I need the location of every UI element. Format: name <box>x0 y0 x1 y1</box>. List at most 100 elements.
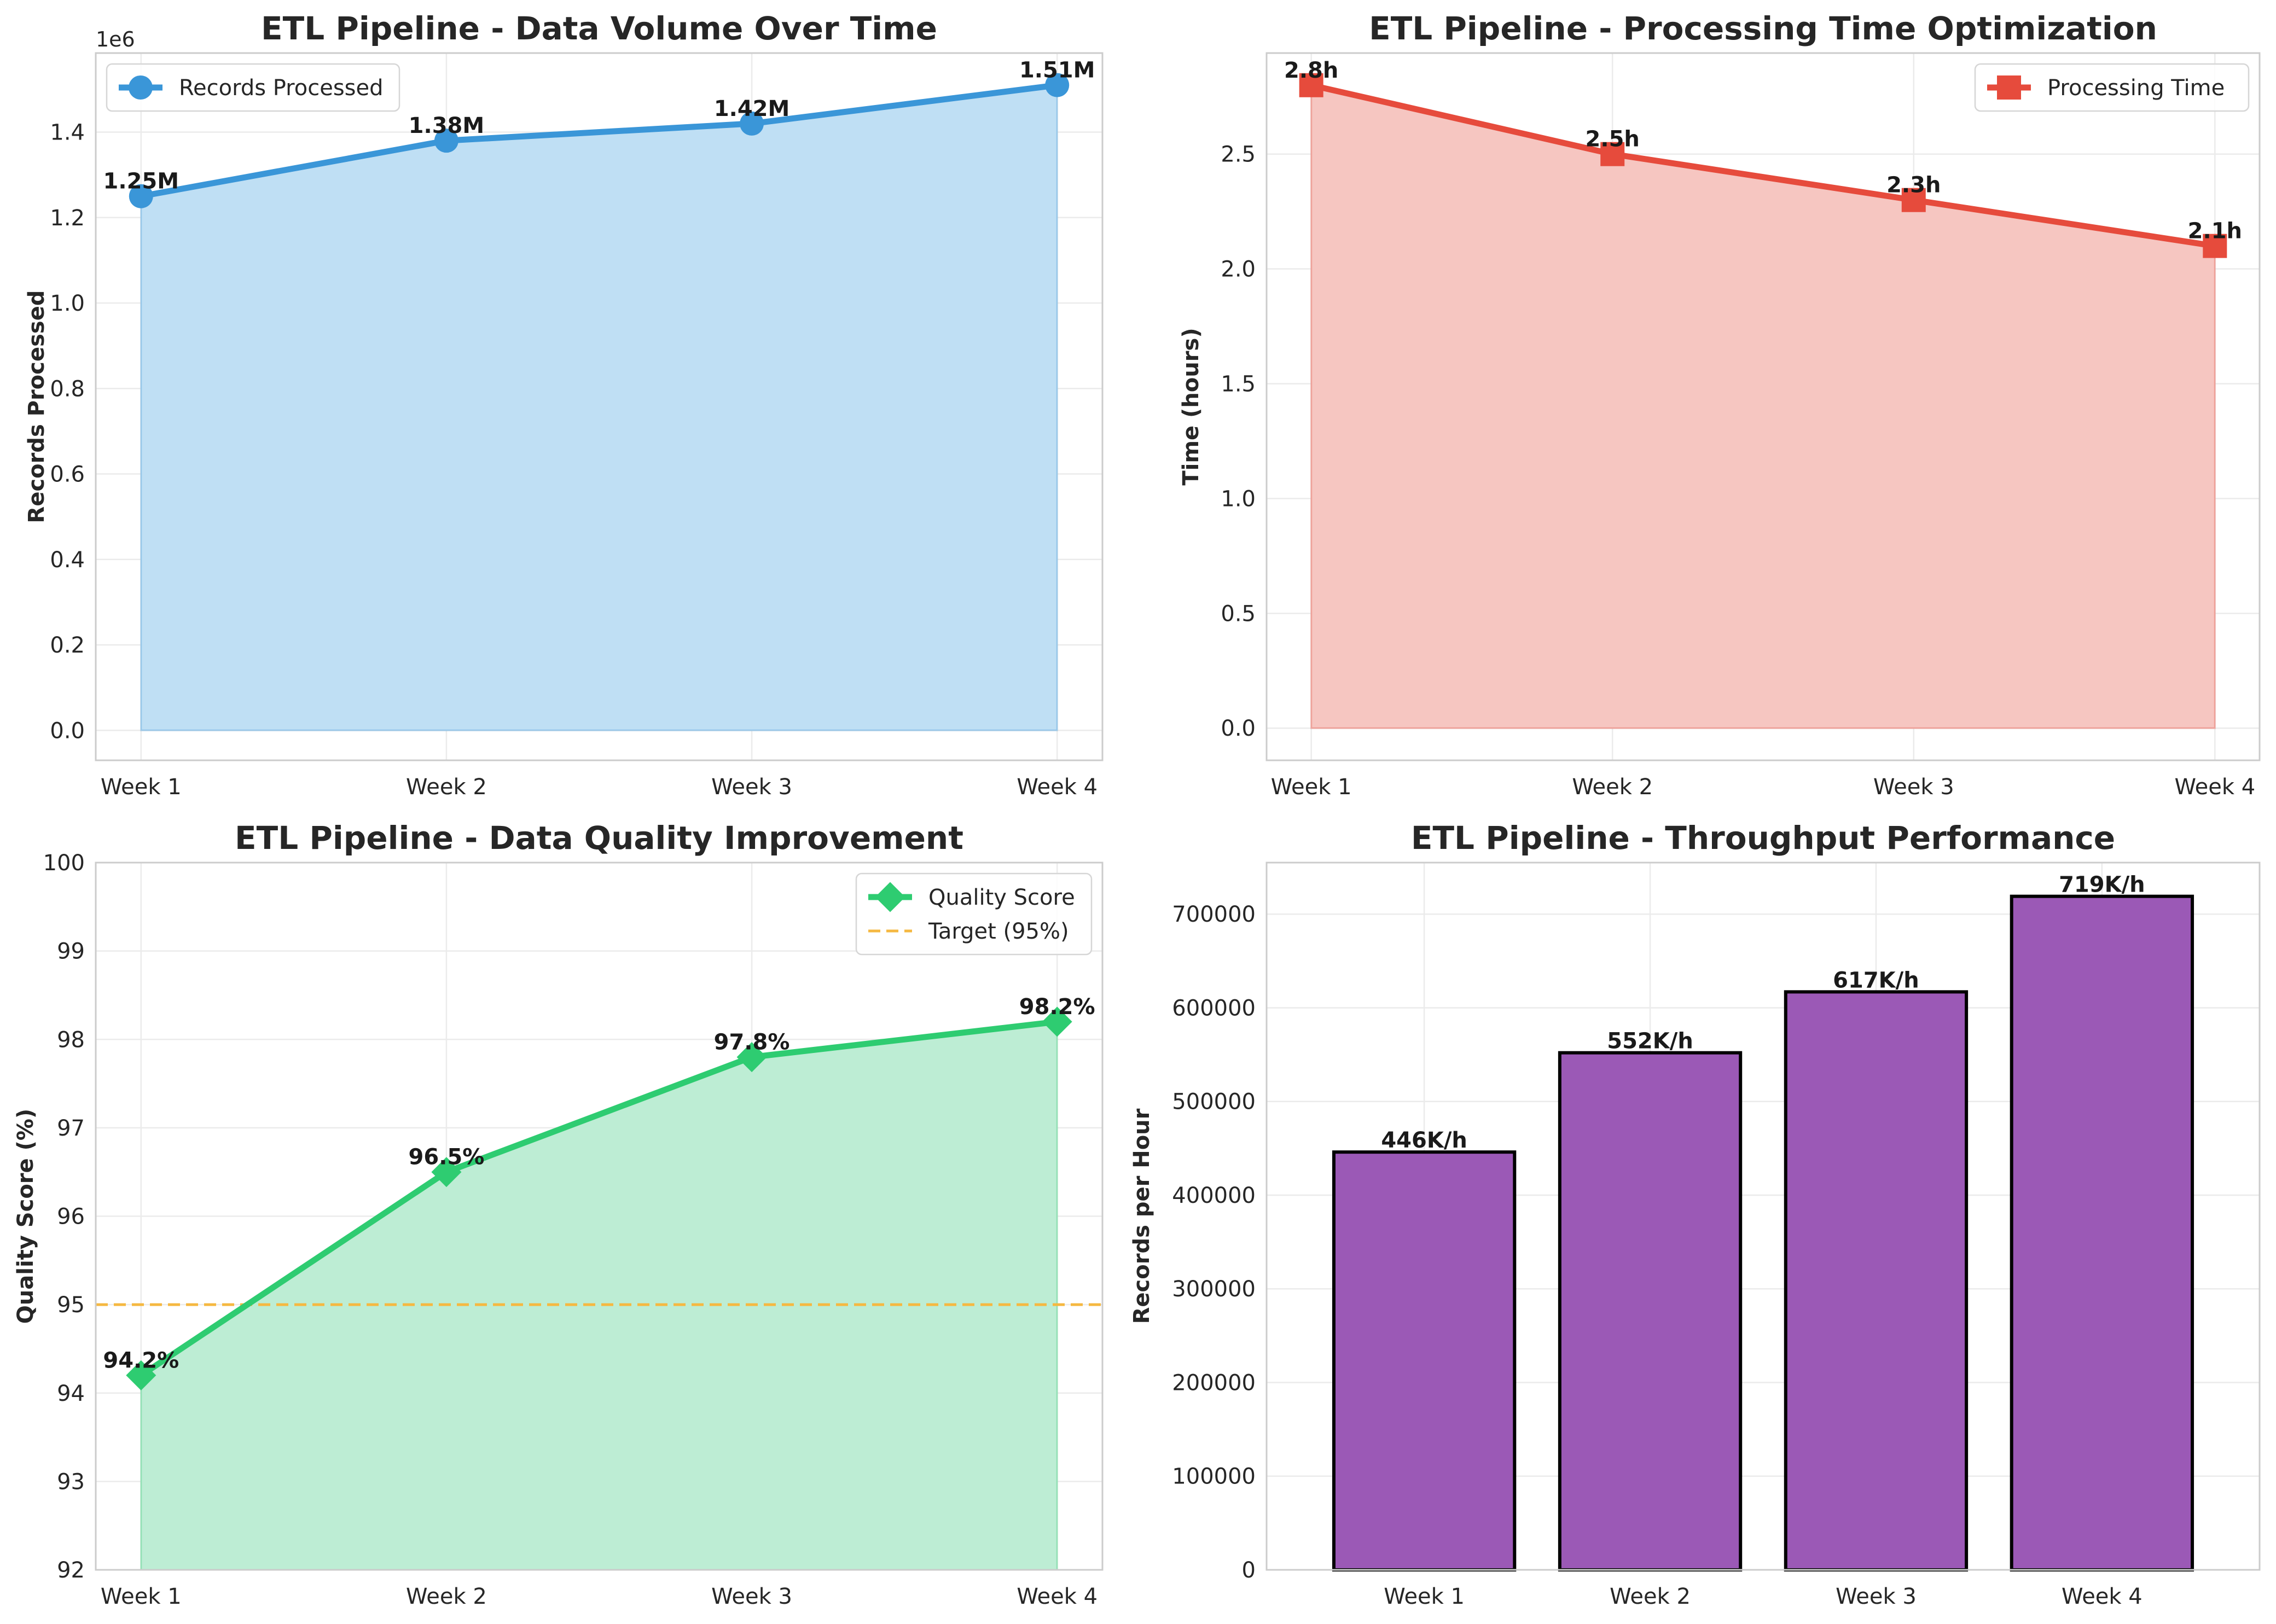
y-tick-label: 1.0 <box>50 291 85 316</box>
data-point-marker <box>431 1157 462 1188</box>
y-tick-label: 0.0 <box>50 718 85 743</box>
y-tick-label: 0.2 <box>50 633 85 658</box>
y-tick-label: 97 <box>57 1116 85 1141</box>
chart-panel-2: 0.0 0.5 1.0 1.5 2.0 2.5 2.8h 2.5h 2.3h 2.1h Week 1… <box>1178 10 2261 800</box>
y-axis-label: Quality Score (%) <box>13 1109 38 1324</box>
y-tick-label: 92 <box>57 1558 85 1583</box>
chart-panel-4: 0 100000 200000 300000 400000 500000 600000 700… <box>1129 819 2261 1609</box>
x-tick-label: Week 3 <box>1873 775 1954 800</box>
bar <box>1784 990 1969 1571</box>
x-tick-label: Week 1 <box>1271 775 1352 800</box>
y-axis-label: Records per Hour <box>1129 1108 1154 1324</box>
x-tick-label: Week 2 <box>406 1584 487 1609</box>
data-point-marker <box>1042 1006 1072 1037</box>
data-point-marker <box>126 1360 156 1390</box>
y-tick-label: 93 <box>57 1469 85 1494</box>
y-tick-label: 500000 <box>1172 1090 1256 1115</box>
axis-offset-label: 1e6 <box>96 27 135 51</box>
y-axis-label: Time (hours) <box>1178 328 1204 485</box>
chart-panel-1: 0.0 0.2 0.4 0.6 0.8 1.0 1.2 1.4 1e6 1.25M 1.38M 1.4… <box>24 10 1104 800</box>
y-axis-label: Records Processed <box>24 290 49 523</box>
bar <box>1332 1150 1517 1571</box>
legend-box <box>1974 63 2250 112</box>
legend-box <box>106 63 400 112</box>
x-tick-label: Week 2 <box>1610 1584 1691 1609</box>
y-tick-label: 0.6 <box>50 462 85 487</box>
data-point-marker <box>736 1042 767 1073</box>
y-tick-label: 2.5 <box>1221 142 1256 167</box>
y-tick-label: 1.0 <box>1221 486 1256 511</box>
y-tick-label: 100 <box>43 851 85 876</box>
legend-label: Processing Time <box>2047 75 2225 101</box>
chart-title: ETL Pipeline - Processing Time Optimizat… <box>1369 10 2157 47</box>
chart-title: ETL Pipeline - Throughput Performance <box>1411 819 2115 857</box>
legend-label: Quality Score <box>928 885 1075 910</box>
data-label: 2.1h <box>2188 219 2242 244</box>
bar <box>1558 1051 1743 1571</box>
data-label: 2.3h <box>1886 173 1941 198</box>
y-tick-label: 100000 <box>1172 1464 1256 1489</box>
x-tick-label: Week 3 <box>711 1584 792 1609</box>
data-point-marker <box>434 129 458 153</box>
data-label: 1.38M <box>409 113 485 138</box>
y-tick-label: 99 <box>57 939 85 964</box>
x-tick-label: Week 1 <box>101 775 182 800</box>
x-tick-label: Week 3 <box>1836 1584 1917 1609</box>
x-tick-label: Week 4 <box>2174 775 2255 800</box>
y-tick-label: 1.2 <box>50 206 85 231</box>
data-label: 98.2% <box>1019 994 1095 1020</box>
data-label: 2.5h <box>1586 127 1640 152</box>
bar <box>2010 894 2194 1571</box>
data-label: 97.8% <box>714 1030 790 1055</box>
y-tick-label: 400000 <box>1172 1183 1256 1208</box>
legend-swatch-marker <box>1997 75 2021 100</box>
legend-swatch-marker <box>129 75 153 100</box>
legend: Processing Time <box>1974 63 2250 112</box>
legend-label: Records Processed <box>179 75 384 101</box>
data-label: 552K/h <box>1607 1029 1693 1054</box>
data-point-marker <box>2203 234 2227 258</box>
legend: Quality Score Target (95%) <box>855 872 1093 956</box>
chart-panel-3: 92 93 94 95 96 97 98 99 100 94.2% 96.5% 97.8% 98.2% W… <box>13 819 1104 1609</box>
legend-box <box>855 872 1093 956</box>
x-tick-label: Week 2 <box>406 775 487 800</box>
y-tick-label: 2.0 <box>1221 257 1256 282</box>
series-line <box>138 82 1060 200</box>
y-tick-label: 0.8 <box>50 376 85 401</box>
x-tick-label: Week 4 <box>1017 775 1098 800</box>
data-point-marker <box>740 111 764 136</box>
axes-frame <box>95 862 1104 1571</box>
legend-label: Target (95%) <box>928 919 1069 944</box>
data-label: 96.5% <box>409 1145 485 1170</box>
y-tick-label: 0.4 <box>50 548 85 573</box>
data-point-marker <box>129 184 153 208</box>
chart-title: ETL Pipeline - Data Volume Over Time <box>261 10 937 47</box>
area-fill <box>140 84 1058 731</box>
chart-title: ETL Pipeline - Data Quality Improvement <box>235 819 963 857</box>
x-tick-label: Week 3 <box>711 775 792 800</box>
y-tick-label: 98 <box>57 1027 85 1052</box>
y-tick-label: 0.5 <box>1221 601 1256 626</box>
data-label: 446K/h <box>1381 1128 1467 1153</box>
y-tick-label: 95 <box>57 1293 85 1318</box>
x-tick-label: Week 4 <box>2062 1584 2143 1609</box>
y-tick-label: 700000 <box>1172 902 1256 927</box>
legend: Records Processed <box>106 63 400 112</box>
data-label: 1.25M <box>103 169 179 194</box>
y-tick-label: 600000 <box>1172 996 1256 1021</box>
data-label: 94.2% <box>103 1348 179 1373</box>
data-point-marker <box>1600 142 1625 166</box>
y-tick-label: 0 <box>1242 1558 1256 1583</box>
axes-frame <box>1265 862 2261 1571</box>
legend-swatch-marker <box>875 882 905 912</box>
x-tick-label: Week 4 <box>1017 1584 1098 1609</box>
x-tick-label: Week 1 <box>101 1584 182 1609</box>
axes-frame <box>1265 52 2261 761</box>
series-line <box>1308 82 2218 249</box>
y-tick-label: 0.0 <box>1221 716 1256 741</box>
y-tick-label: 96 <box>57 1204 85 1230</box>
data-label: 1.51M <box>1019 58 1095 83</box>
axes-frame <box>95 52 1104 761</box>
y-tick-label: 94 <box>57 1381 85 1406</box>
data-label: 719K/h <box>2059 872 2145 898</box>
